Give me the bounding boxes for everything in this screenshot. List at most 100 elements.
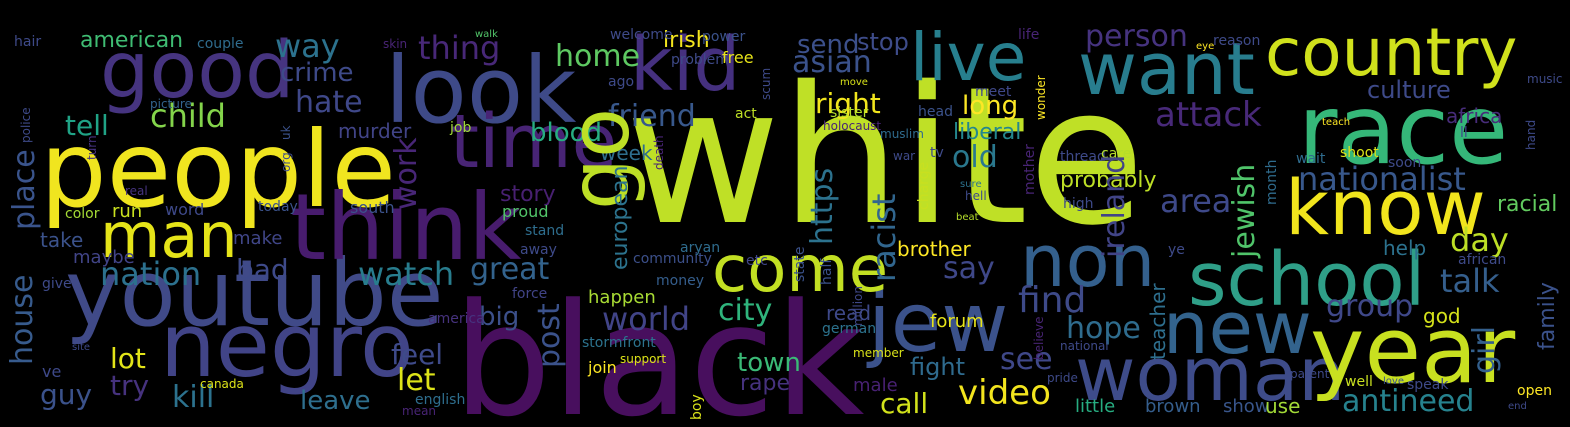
word: way: [275, 27, 340, 65]
word: wait: [1296, 151, 1326, 167]
word: person: [1085, 19, 1188, 54]
word: black: [453, 270, 865, 427]
word: teacher: [1146, 283, 1170, 360]
word: well: [1345, 374, 1373, 390]
word: africa: [1446, 104, 1503, 128]
word: mean: [402, 404, 437, 418]
word: guy: [40, 378, 93, 411]
word: job: [450, 120, 472, 136]
word: support: [620, 352, 667, 366]
word: money: [656, 273, 704, 289]
word: year: [1310, 297, 1516, 404]
word: skin: [383, 37, 408, 51]
word: american: [80, 28, 184, 53]
word: know: [1285, 163, 1486, 252]
word: join: [588, 358, 617, 377]
word: great: [470, 252, 550, 287]
word: kill: [172, 380, 215, 415]
word: irish: [663, 28, 710, 53]
word: european: [608, 165, 633, 270]
word: forum: [930, 311, 984, 332]
word: rape: [740, 371, 791, 396]
word: free: [722, 48, 754, 67]
word: reason: [1213, 33, 1261, 49]
word: power: [702, 29, 746, 45]
word: probably: [1060, 168, 1157, 193]
word: week: [600, 141, 653, 165]
word: soon: [1388, 155, 1422, 171]
word: maybe: [73, 247, 135, 268]
word: nationalist: [1298, 160, 1466, 198]
word: hand: [1524, 119, 1538, 150]
word: look: [385, 37, 577, 144]
word: place: [7, 149, 42, 230]
word: month: [1264, 159, 1280, 205]
word: teach: [1322, 117, 1351, 128]
word: liberal: [953, 120, 1022, 145]
word: asian: [792, 45, 872, 80]
word: child: [150, 97, 226, 135]
word: turn: [85, 135, 99, 160]
word: jew: [868, 276, 1009, 371]
word: god: [1423, 304, 1461, 328]
word: nation: [100, 255, 202, 293]
word: boy: [689, 394, 705, 420]
word: thing: [418, 29, 501, 67]
word: male: [853, 375, 898, 396]
word: police: [19, 107, 33, 143]
word: couple: [197, 36, 244, 52]
word: national: [1060, 339, 1109, 353]
word: youtube: [65, 240, 444, 347]
word: tell: [65, 109, 109, 142]
word: watch: [358, 255, 455, 293]
word: long: [962, 91, 1019, 121]
word: run: [112, 201, 143, 222]
word: house: [5, 274, 40, 365]
word: ve: [42, 362, 62, 381]
word: holocaust: [823, 119, 882, 133]
word: care: [1101, 146, 1132, 162]
word: feel: [391, 338, 444, 371]
word: town: [737, 348, 801, 378]
word: school: [1188, 237, 1426, 323]
word: hate: [295, 85, 363, 120]
word: new: [1163, 286, 1312, 370]
word: life: [1018, 27, 1040, 43]
word: race: [1298, 74, 1509, 186]
word: thread: [1060, 149, 1106, 165]
word: leave: [300, 386, 371, 416]
word: make: [233, 228, 283, 249]
word: open: [1517, 383, 1552, 399]
word: want: [1078, 27, 1255, 111]
word: real: [125, 184, 148, 198]
word: member: [853, 346, 904, 360]
word: pride: [1047, 371, 1078, 385]
word: let: [397, 363, 436, 398]
word: picture: [150, 97, 192, 111]
word: jewish: [1227, 163, 1262, 258]
word: home: [555, 39, 641, 74]
word: stand: [525, 223, 565, 239]
word: kid: [630, 22, 741, 108]
word: right: [815, 87, 881, 120]
word: hope: [1066, 311, 1141, 346]
word: african: [1458, 252, 1507, 268]
word: stormfront: [582, 335, 656, 351]
word: parent: [1290, 367, 1330, 381]
word: crime: [280, 58, 354, 88]
word: say: [943, 251, 995, 286]
word: antineed: [1342, 384, 1475, 419]
word: post: [532, 303, 567, 368]
word: culture: [1367, 76, 1451, 104]
word: walk: [475, 29, 498, 40]
word: proud: [502, 202, 549, 221]
word: racist: [865, 193, 903, 282]
word: murder: [338, 119, 412, 143]
word: ireland: [1097, 154, 1132, 258]
word: war: [893, 149, 916, 163]
word: state: [792, 246, 808, 282]
word: take: [40, 228, 84, 252]
word: community: [633, 251, 712, 267]
word: woman: [1075, 332, 1346, 418]
word: ye: [1168, 242, 1185, 258]
